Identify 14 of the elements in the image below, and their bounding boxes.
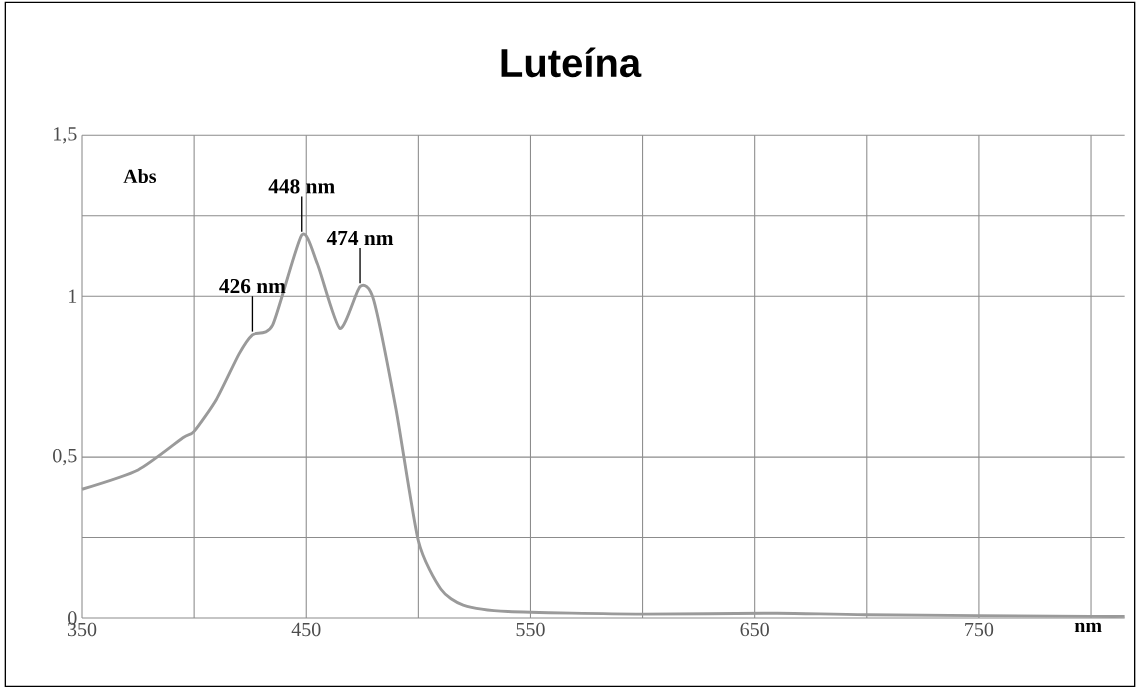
- x-tick-label: 450: [291, 622, 321, 637]
- y-tick-label: 1,5: [54, 127, 77, 144]
- x-tick-label: 550: [516, 622, 545, 637]
- annotation: 426 nm: [219, 278, 286, 294]
- annotation: 474 nm: [326, 230, 394, 246]
- x-tick-label: 650: [740, 622, 769, 637]
- line-series: [80, 233, 1127, 618]
- y-axis-title: Abs: [123, 169, 157, 184]
- y-tick-label: 0,5: [53, 448, 77, 466]
- y-tick-label: 1: [69, 289, 77, 303]
- x-axis-title: nm: [1074, 622, 1102, 633]
- annotation: 448 nm: [268, 179, 335, 194]
- x-tick-label: 750: [965, 622, 994, 637]
- chart-title: Luteína: [501, 47, 642, 78]
